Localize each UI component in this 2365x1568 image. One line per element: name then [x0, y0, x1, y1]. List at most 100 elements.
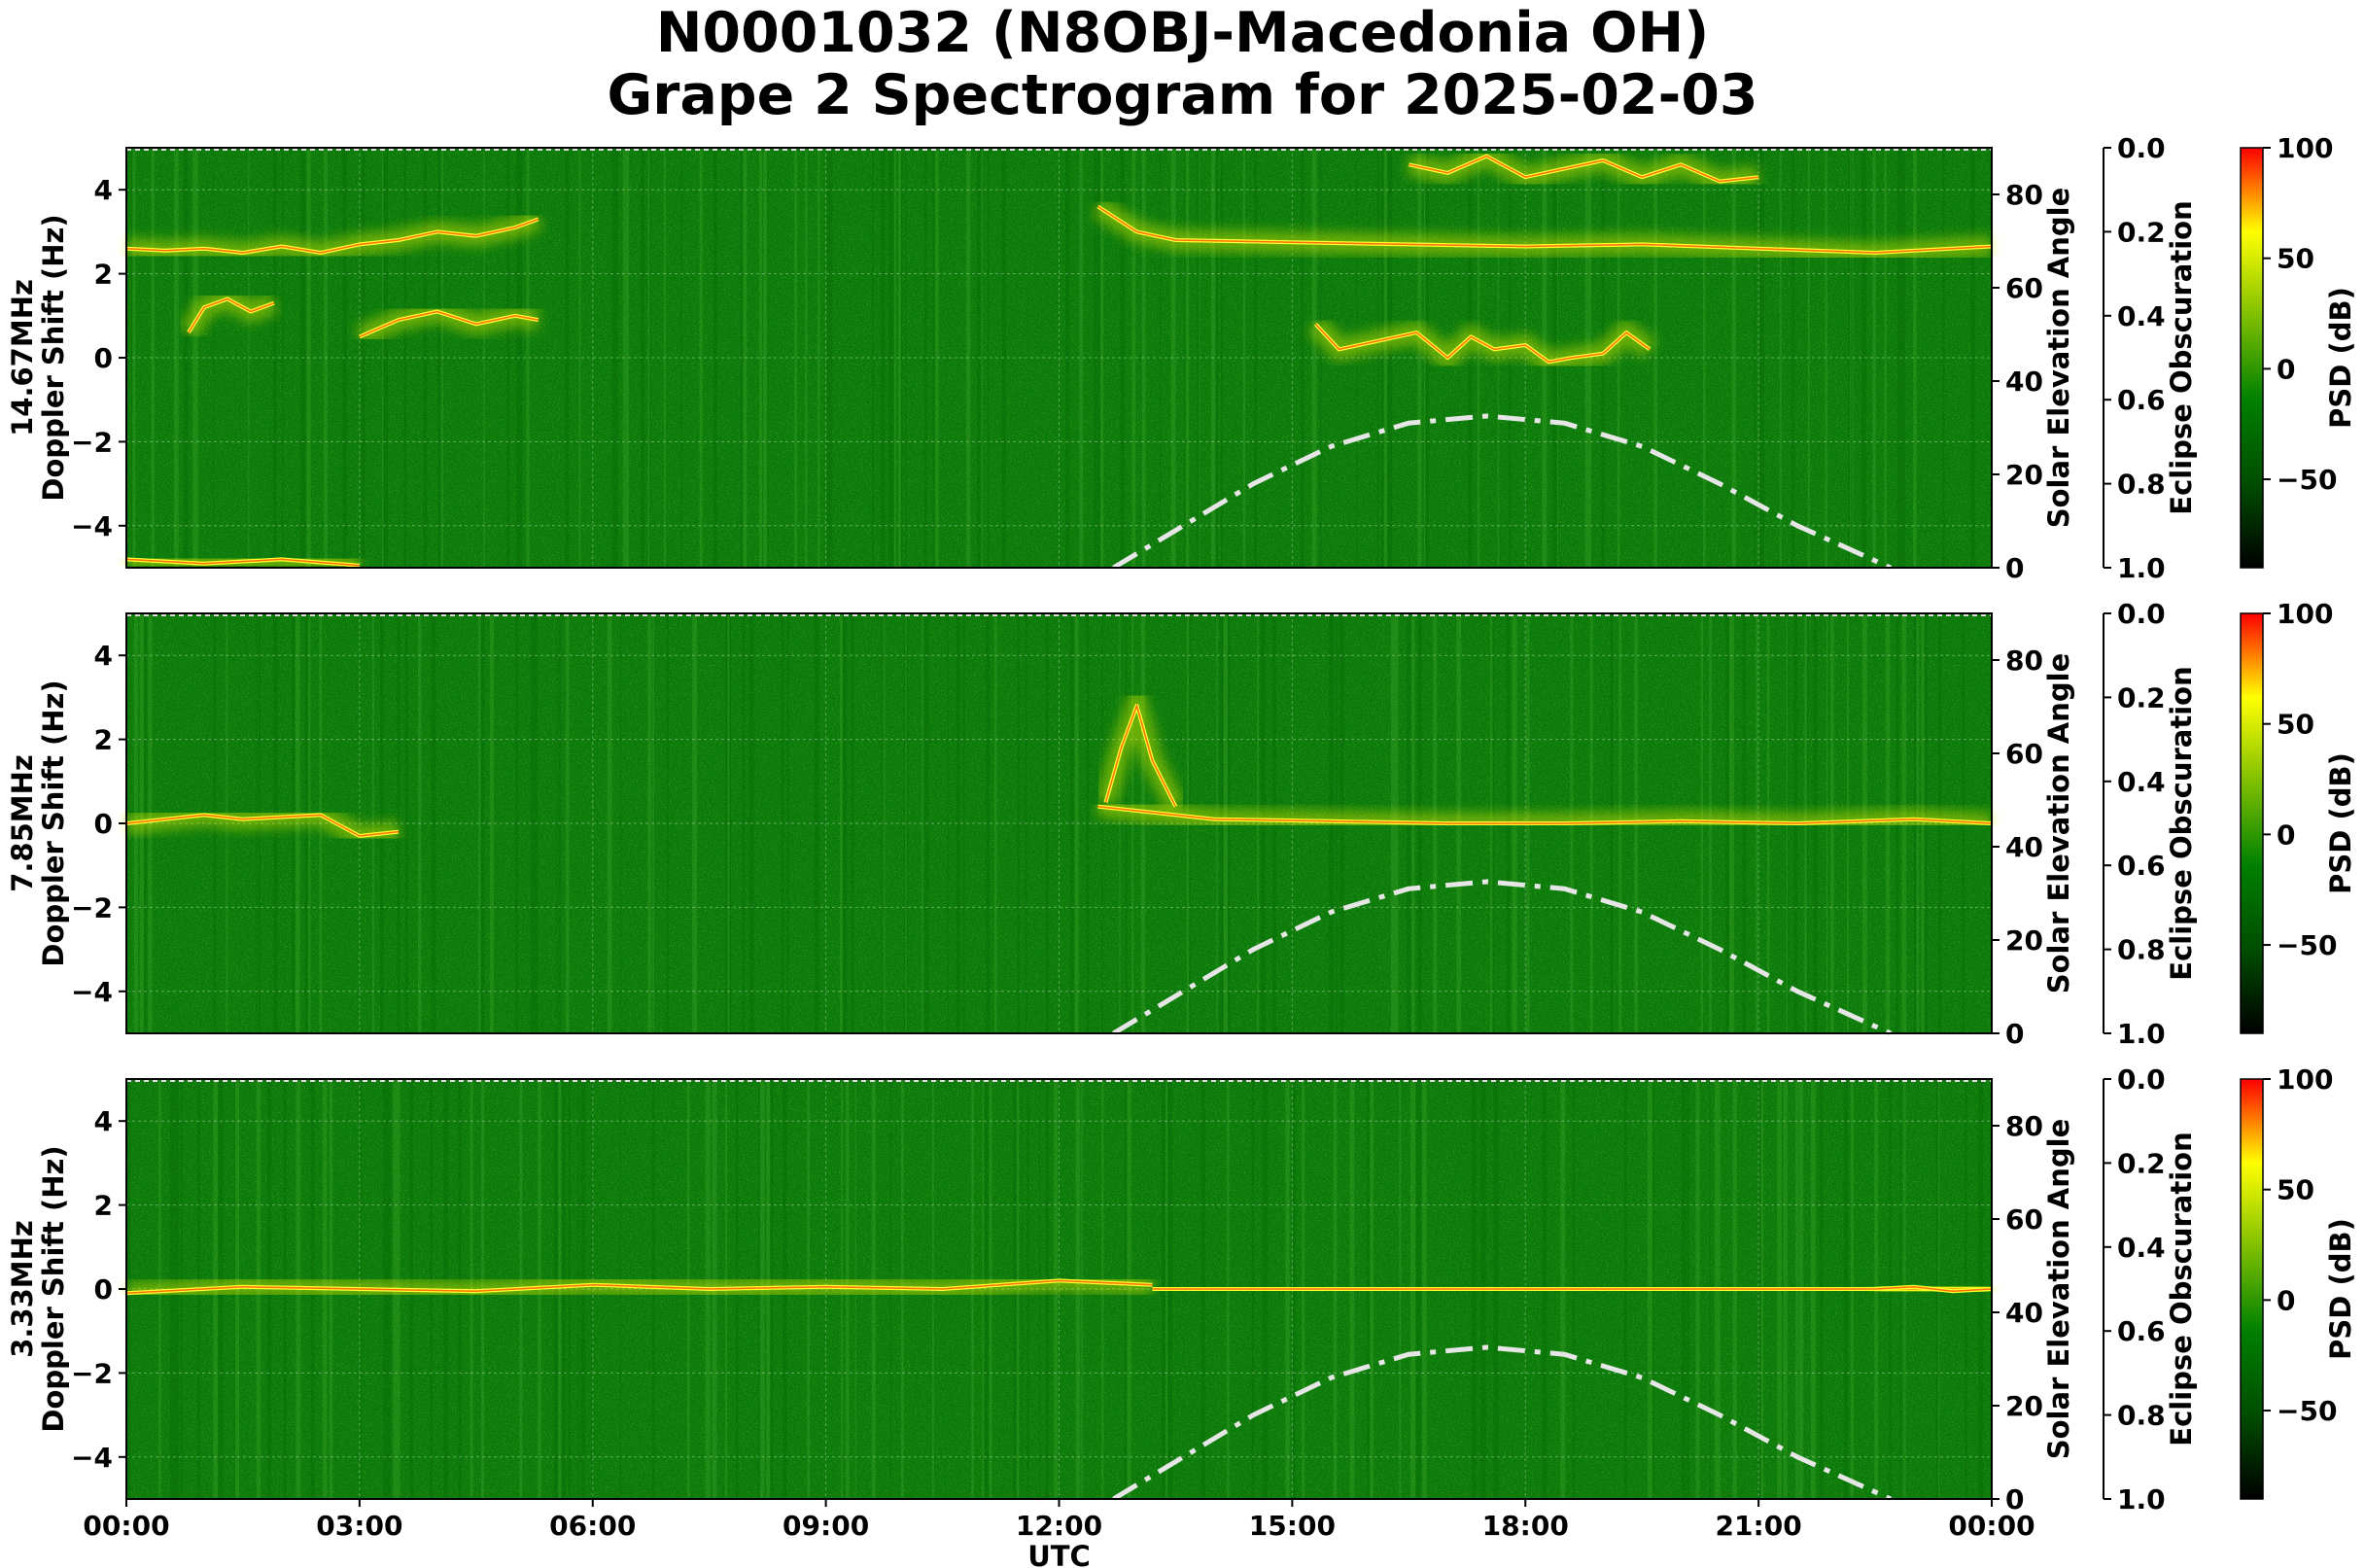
solar-tick-label: 20 — [2005, 924, 2043, 957]
streak — [814, 613, 819, 1033]
streak — [397, 613, 400, 1033]
colorbar-tick-label: 0 — [2277, 353, 2295, 385]
streak — [725, 613, 729, 1033]
streak — [1210, 148, 1216, 568]
streak — [647, 148, 650, 568]
streak — [1468, 148, 1473, 568]
streak — [362, 148, 365, 568]
eclipse-tick-label: 0.2 — [2117, 681, 2166, 714]
y-label-doppler: Doppler Shift (Hz) — [37, 214, 70, 501]
streak — [1825, 148, 1827, 568]
streak — [1096, 148, 1101, 568]
solar-tick-label: 40 — [2005, 1297, 2043, 1329]
streak — [1852, 148, 1854, 568]
streak — [1140, 613, 1146, 1033]
streak — [1759, 148, 1764, 568]
streak — [649, 148, 651, 568]
y-axis-left: 4 2 0 −2 −4 — [71, 174, 126, 542]
streak — [418, 613, 422, 1033]
streak — [1101, 613, 1103, 1033]
solar-tick-label: 20 — [2005, 459, 2043, 491]
x-tick-label: 21:00 — [1716, 1510, 1802, 1542]
streak — [440, 148, 443, 568]
streak — [1199, 148, 1200, 568]
streak — [1002, 148, 1006, 568]
streak — [1942, 148, 1945, 568]
streak — [1319, 148, 1322, 568]
streak — [1183, 148, 1186, 568]
streak — [1791, 148, 1793, 568]
y-tick-label: 4 — [94, 1105, 113, 1137]
streak — [956, 613, 959, 1033]
doppler-trace-core — [125, 1279, 1153, 1295]
eclipse-tick-label: 0.4 — [2117, 766, 2166, 798]
streak — [272, 148, 277, 568]
streak — [213, 148, 215, 568]
streak — [131, 148, 133, 568]
solar-elevation-label: Solar Elevation Angle — [2042, 653, 2075, 994]
streak — [880, 148, 886, 568]
streak — [932, 148, 935, 568]
y-tick-label: 4 — [94, 640, 113, 672]
y-axis-left: 4 2 0 −2 −4 — [71, 1105, 126, 1474]
eclipse-tick-label: 0.2 — [2117, 216, 2166, 248]
eclipse-axis: 0.0 0.2 0.4 0.6 0.8 1.0 — [2103, 1063, 2166, 1516]
colorbar-tick-label: 50 — [2277, 243, 2314, 275]
solar-tick-label: 0 — [2005, 1018, 2024, 1050]
streak — [1160, 148, 1162, 568]
streak — [924, 613, 928, 1033]
streak — [935, 148, 939, 568]
streak — [727, 613, 731, 1033]
eclipse-tick-label: 1.0 — [2117, 1483, 2166, 1516]
streak — [764, 148, 769, 568]
streak — [534, 613, 539, 1033]
streak — [1215, 148, 1218, 568]
streak — [1779, 148, 1782, 568]
solar-tick-label: 0 — [2005, 1483, 2024, 1516]
x-tick-label: 09:00 — [783, 1510, 869, 1542]
streak — [324, 148, 328, 568]
streak — [713, 148, 717, 568]
colorbar-gradient — [2240, 1078, 2264, 1500]
y-tick-label: −2 — [71, 1357, 113, 1389]
eclipse-tick-label: 0.8 — [2117, 1400, 2166, 1432]
streak — [151, 148, 155, 568]
streak — [986, 613, 991, 1033]
streak — [1970, 148, 1975, 568]
colorbar-label: PSD (dB) — [2324, 1218, 2357, 1360]
streak — [299, 148, 305, 568]
streak — [1001, 148, 1004, 568]
streak — [526, 148, 530, 568]
streak — [1424, 148, 1426, 568]
streak — [1759, 148, 1763, 568]
y-label-doppler: Doppler Shift (Hz) — [37, 679, 70, 966]
streak — [1242, 148, 1246, 568]
streak — [1861, 148, 1866, 568]
y-label-doppler: Doppler Shift (Hz) — [37, 1145, 70, 1432]
streak — [1617, 148, 1620, 568]
x-tick-label: 15:00 — [1249, 1510, 1336, 1542]
streak — [851, 613, 854, 1033]
streak — [345, 148, 347, 568]
solar-tick-label: 80 — [2005, 1110, 2043, 1142]
streak — [372, 613, 374, 1033]
streak — [506, 148, 510, 568]
streak — [1731, 148, 1736, 568]
streak — [622, 148, 625, 568]
streak — [607, 613, 612, 1033]
streak — [403, 148, 407, 568]
streak — [1807, 148, 1810, 568]
spectrogram-noise — [126, 148, 1992, 568]
solar-elevation-curve — [1112, 1344, 1893, 1502]
eclipse-tick-label: 0.0 — [2117, 598, 2166, 630]
eclipse-tick-label: 0.2 — [2117, 1147, 2166, 1179]
streak — [183, 148, 189, 568]
streak — [1119, 613, 1121, 1033]
streak — [740, 148, 746, 568]
streak — [956, 613, 960, 1033]
y-tick-label: 0 — [94, 808, 113, 840]
solar-tick-label: 60 — [2005, 272, 2043, 304]
streak — [871, 148, 874, 568]
streak — [248, 148, 250, 568]
streak — [1356, 148, 1358, 568]
